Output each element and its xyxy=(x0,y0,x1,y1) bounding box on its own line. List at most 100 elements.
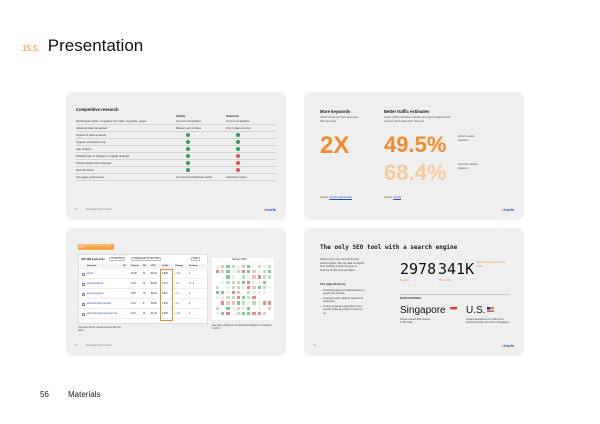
heatmap-cell xyxy=(215,284,221,290)
keyword-link[interactable]: ahrefs xyxy=(87,273,94,275)
heatmap-cell xyxy=(251,279,257,285)
heatmap-cell xyxy=(230,290,236,296)
row-checkbox[interactable] xyxy=(82,313,85,316)
date-button[interactable]: 11 Jan 2023 xyxy=(109,257,125,261)
source-link[interactable]: Ahrefs original data xyxy=(329,196,352,199)
column-header[interactable]: Traffic xyxy=(162,265,169,268)
slide-competitive-research[interactable]: Competitive research Ahrefs Semrush Perf… xyxy=(66,92,286,220)
slide-search-engine[interactable]: The only SEO tool with a search engine A… xyxy=(304,228,524,356)
table-row[interactable]: ahrefs 22.0K 51 $1.60 4,868 +300 1 xyxy=(79,270,209,279)
heatmap-cell xyxy=(251,274,257,280)
heatmap-cell xyxy=(261,305,267,311)
column-header[interactable]: CPC xyxy=(151,265,156,268)
heatmap-cell xyxy=(225,310,231,316)
column-header[interactable]: SF xyxy=(123,265,126,268)
heatmap-cell xyxy=(220,300,226,306)
heatmap-cell xyxy=(267,295,273,301)
semrush-value: Up to 5 competitors xyxy=(226,119,250,123)
heatmap-cell xyxy=(267,264,273,270)
heatmap-cell xyxy=(251,264,257,270)
source-right: Source: Ahrefs xyxy=(384,196,402,199)
row-label: Top pages performance xyxy=(76,175,105,179)
keyword-link[interactable]: ahrefs academy xyxy=(87,283,104,285)
filter-button[interactable]: Filter xyxy=(191,257,200,261)
note-right: See daily changes in our keyword ranking… xyxy=(212,324,272,330)
heatmap-cell xyxy=(215,300,221,306)
heatmap-cell xyxy=(261,274,267,280)
location-us: U.S. xyxy=(466,305,486,316)
cpu-cores-caption: CPU cores xyxy=(438,279,451,282)
comparison-row: Performance chart: comparison for traffi… xyxy=(76,118,276,125)
heatmap-title: January 2023 xyxy=(232,258,247,261)
heatmap-cell xyxy=(267,290,273,296)
check-icon xyxy=(186,133,191,138)
traffic-estimates-title: Better traffic estimates xyxy=(384,109,430,114)
source-link[interactable]: Ahrefs xyxy=(393,196,402,199)
table-row[interactable]: ahrefs keyword checker 1.1K 8 $0.50 2,95… xyxy=(79,300,209,309)
heatmap-cell xyxy=(256,290,262,296)
keyword-link[interactable]: ahrefs keyword checker xyxy=(87,303,112,305)
column-header[interactable]: Keyword xyxy=(87,265,97,268)
heatmap-cell xyxy=(241,274,247,280)
row-checkbox[interactable] xyxy=(82,283,85,286)
heatmap-cell xyxy=(215,264,221,270)
ahrefs-logo: ahrefs xyxy=(501,207,514,212)
heatmap-cell xyxy=(261,284,267,290)
slide-compare-dates[interactable]: Compare any two dates in one click 425,1… xyxy=(66,228,286,356)
section-number: 15.5. xyxy=(22,44,40,53)
page-title: Presentation xyxy=(47,36,144,55)
heatmap-cell xyxy=(235,274,241,280)
list-item: Providing high-end infrastructures to po… xyxy=(320,289,366,296)
location-singapore: Singapore xyxy=(400,305,446,316)
heatmap-cell xyxy=(246,295,252,301)
keywords-multiplier: 2X xyxy=(320,132,350,159)
ahrefs-deviation-note: Ahrefs median deviation xyxy=(458,135,475,142)
slide-title: Competitive research xyxy=(76,107,119,112)
heatmap-cell xyxy=(251,269,257,275)
check-icon xyxy=(186,140,191,145)
heatmap-cell xyxy=(267,305,273,311)
heatmap-cell xyxy=(230,310,236,316)
table-row[interactable]: ahrefs keyword generator free 3.4K 21 $1… xyxy=(79,310,209,319)
heatmap-cell xyxy=(251,295,257,301)
comparison-row: Gap analysis xyxy=(76,146,276,153)
row-label: Detailed view of changes in organic rank… xyxy=(76,154,130,158)
row-checkbox[interactable] xyxy=(82,303,85,306)
cpu-cores-value: 341K xyxy=(438,260,475,278)
column-header[interactable]: KD xyxy=(143,265,147,268)
column-header[interactable]: Position xyxy=(189,265,198,268)
row-label: Subject-based intent changes xyxy=(76,161,112,165)
keywords-table: 425,186 keywords 11 Jan 2023 Compare wit… xyxy=(78,254,209,324)
heatmap-cell xyxy=(215,305,221,311)
column-header[interactable]: Volume xyxy=(131,265,139,268)
row-checkbox[interactable] xyxy=(82,273,85,276)
keyword-link[interactable]: keyword planner xyxy=(87,293,104,295)
ahrefs-deviation-value: 49.5% xyxy=(384,132,447,157)
check-icon xyxy=(186,161,191,166)
cross-icon xyxy=(236,161,241,166)
heatmap-cell xyxy=(215,310,221,316)
heatmap-cell xyxy=(230,274,236,280)
compare-date-button[interactable]: Compare with 11 Dec 2022 xyxy=(131,257,162,261)
semrush-deviation-note: Semrush median deviation xyxy=(458,163,478,170)
column-header[interactable]: Change xyxy=(175,265,184,268)
keyword-link[interactable]: ahrefs keyword generator free xyxy=(87,313,118,315)
row-label: Organic competitors map xyxy=(76,140,107,144)
heatmap-cell xyxy=(215,269,221,275)
heatmap-cell xyxy=(215,295,221,301)
ahrefs-value: Up to 10 competitors xyxy=(176,119,201,123)
heatmap-cell xyxy=(220,264,226,270)
heatmap-cell xyxy=(215,279,221,285)
heatmap-cell xyxy=(267,269,273,275)
comparison-row: Top pages performance All important indi… xyxy=(76,174,276,181)
heatmap-cell xyxy=(215,274,221,280)
heatmap-cell xyxy=(235,300,241,306)
heatmap-cell xyxy=(246,300,252,306)
comparison-row: Subject-based intent changes xyxy=(76,160,276,167)
table-row[interactable]: keyword planner 6.5K 76 $0.00 3,812 +12 … xyxy=(79,290,209,299)
slide-keywords-traffic[interactable]: More keywords Ahrefs shows 2X more keywo… xyxy=(304,92,524,220)
row-checkbox[interactable] xyxy=(82,293,85,296)
table-row[interactable]: ahrefs academy 1.3K 11 $0.80 4,331 +86 1… xyxy=(79,280,209,289)
heatmap-cell xyxy=(256,269,262,275)
heatmap-cell xyxy=(225,295,231,301)
